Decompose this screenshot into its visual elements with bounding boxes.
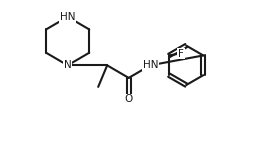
- Text: O: O: [124, 94, 133, 104]
- Text: HN: HN: [60, 12, 75, 22]
- Text: F: F: [178, 49, 184, 59]
- Text: N: N: [64, 60, 72, 70]
- Text: HN: HN: [143, 60, 158, 70]
